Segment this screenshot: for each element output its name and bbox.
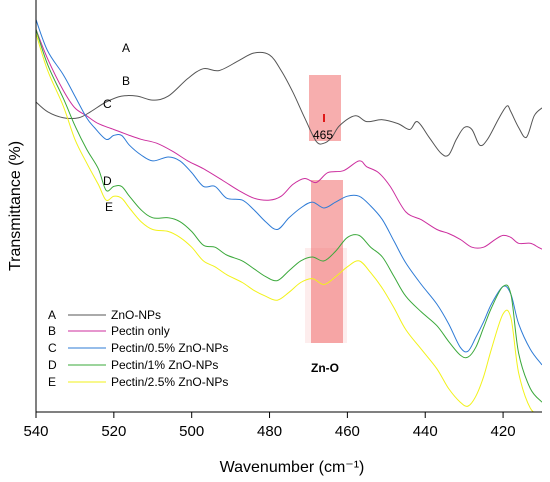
legend-letter-b: B xyxy=(48,324,56,338)
x-tick-label-440: 440 xyxy=(413,423,438,440)
x-tick-label-460: 460 xyxy=(335,423,360,440)
x-axis-title: Wavenumber (cm⁻¹) xyxy=(220,459,365,476)
legend-label-e: Pectin/2.5% ZnO-NPs xyxy=(111,375,228,389)
series-line-c xyxy=(36,19,542,366)
legend-letter-d: D xyxy=(48,358,57,372)
legend: A ZnO-NPs B Pectin only C Pectin/0.5% Zn… xyxy=(48,308,228,389)
x-tick-label-540: 540 xyxy=(23,423,48,440)
curve-letter-e: E xyxy=(105,200,113,214)
legend-item-a: A ZnO-NPs xyxy=(48,308,161,322)
series-line-e xyxy=(36,33,535,412)
y-axis-title: Transmittance (%) xyxy=(7,141,24,271)
legend-letter-a: A xyxy=(48,308,56,322)
series-line-a xyxy=(36,51,542,157)
peak-label-465: 465 xyxy=(313,128,333,142)
legend-item-e: E Pectin/2.5% ZnO-NPs xyxy=(48,375,228,389)
x-tick-label-520: 520 xyxy=(101,423,126,440)
legend-label-c: Pectin/0.5% ZnO-NPs xyxy=(111,341,228,355)
highlight-band-glow xyxy=(305,248,347,343)
legend-letter-e: E xyxy=(48,375,56,389)
curve-letter-c: C xyxy=(103,97,112,111)
curve-letter-a: A xyxy=(122,41,130,55)
series-line-b xyxy=(36,29,542,250)
zn-o-label: Zn-O xyxy=(311,361,339,375)
x-tick-label-500: 500 xyxy=(179,423,204,440)
legend-item-c: C Pectin/0.5% ZnO-NPs xyxy=(48,341,228,355)
x-axis-ticks: 540 520 500 480 460 440 420 xyxy=(23,412,516,440)
legend-label-a: ZnO-NPs xyxy=(111,308,161,322)
curve-letter-b: B xyxy=(122,74,130,88)
x-tick-label-420: 420 xyxy=(491,423,516,440)
series-line-d xyxy=(36,29,542,403)
legend-item-b: B Pectin only xyxy=(48,324,170,338)
legend-label-d: Pectin/1% ZnO-NPs xyxy=(111,358,218,372)
legend-letter-c: C xyxy=(48,341,57,355)
series-group xyxy=(36,19,542,412)
legend-item-d: D Pectin/1% ZnO-NPs xyxy=(48,358,218,372)
x-tick-label-480: 480 xyxy=(257,423,282,440)
curve-letter-d: D xyxy=(103,174,112,188)
legend-label-b: Pectin only xyxy=(111,324,170,338)
